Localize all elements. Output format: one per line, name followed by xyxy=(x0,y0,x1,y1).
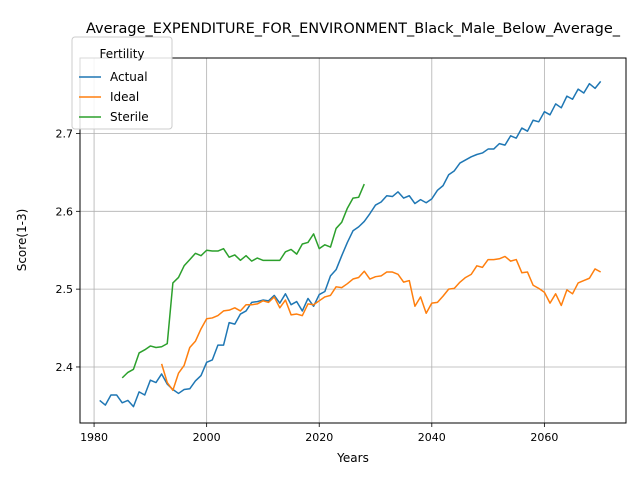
x-tick-label: 2060 xyxy=(530,431,558,444)
y-tick-label: 2.5 xyxy=(56,283,74,296)
x-tick-label: 1980 xyxy=(80,431,108,444)
legend-box xyxy=(71,36,173,130)
x-tick-label: 2020 xyxy=(305,431,333,444)
series-line-sterile xyxy=(121,183,365,379)
x-axis-ticks: 1980 2000 2020 2040 2060 xyxy=(80,423,558,444)
y-tick-label: 2.7 xyxy=(56,127,74,140)
y-tick-label: 2.6 xyxy=(56,205,74,218)
x-axis-label: Years xyxy=(336,451,369,465)
legend-title: Fertility xyxy=(99,47,144,61)
grid xyxy=(80,58,626,423)
legend-label-actual: Actual xyxy=(110,70,148,84)
y-tick-label: 2.4 xyxy=(56,361,74,374)
x-tick-label: 2000 xyxy=(193,431,221,444)
legend-label-sterile: Sterile xyxy=(110,110,149,124)
legend: Fertility Actual Ideal Sterile xyxy=(71,36,173,130)
legend-items: Actual Ideal Sterile xyxy=(79,70,149,124)
plot-frame xyxy=(79,57,627,424)
y-axis-ticks: 2.4 2.5 2.6 2.7 xyxy=(56,127,80,374)
series-line-ideal xyxy=(160,255,602,392)
legend-label-ideal: Ideal xyxy=(110,90,139,104)
x-tick-label: 2040 xyxy=(418,431,446,444)
y-axis-label: Score(1-3) xyxy=(15,209,29,272)
series-lines xyxy=(99,80,602,408)
series-line-actual xyxy=(99,80,602,408)
chart-title: Average_EXPENDITURE_FOR_ENVIRONMENT_Blac… xyxy=(86,21,621,37)
